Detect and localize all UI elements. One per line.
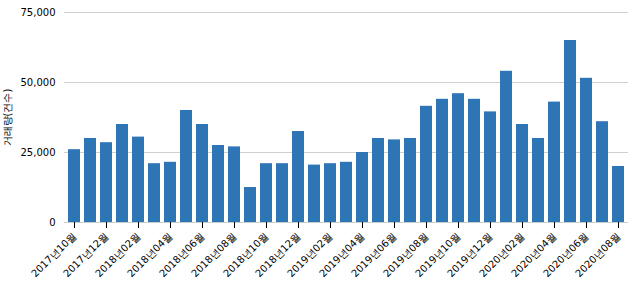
svg-text:2020년08월: 2020년08월 xyxy=(573,230,622,279)
svg-text:2019년12월: 2019년12월 xyxy=(445,230,495,280)
svg-text:2017년12월: 2017년12월 xyxy=(61,230,111,280)
svg-text:2018년10월: 2018년10월 xyxy=(221,230,271,280)
svg-text:2019년02월: 2019년02월 xyxy=(285,230,335,280)
svg-text:2020년04월: 2020년04월 xyxy=(509,230,559,280)
svg-text:25,000: 25,000 xyxy=(21,147,56,158)
svg-text:2018년06월: 2018년06월 xyxy=(157,230,207,280)
svg-text:2020년02월: 2020년02월 xyxy=(477,230,527,280)
svg-text:0: 0 xyxy=(49,217,55,228)
svg-text:50,000: 50,000 xyxy=(21,77,56,88)
svg-text:2019년10월: 2019년10월 xyxy=(413,230,463,280)
svg-text:2019년04월: 2019년04월 xyxy=(317,230,367,280)
svg-text:75,000: 75,000 xyxy=(21,7,56,18)
svg-text:2018년08월: 2018년08월 xyxy=(189,230,239,280)
svg-text:2019년06월: 2019년06월 xyxy=(349,230,399,280)
svg-text:2020년06월: 2020년06월 xyxy=(541,230,591,280)
svg-text:2018년04월: 2018년04월 xyxy=(125,230,175,280)
svg-text:2018년02월: 2018년02월 xyxy=(93,230,143,280)
svg-text:2017년10월: 2017년10월 xyxy=(29,230,79,280)
svg-text:2019년08월: 2019년08월 xyxy=(381,230,431,280)
svg-text:2018년12월: 2018년12월 xyxy=(253,230,303,280)
svg-text:거래량(건수): 거래량(건수) xyxy=(2,89,13,147)
